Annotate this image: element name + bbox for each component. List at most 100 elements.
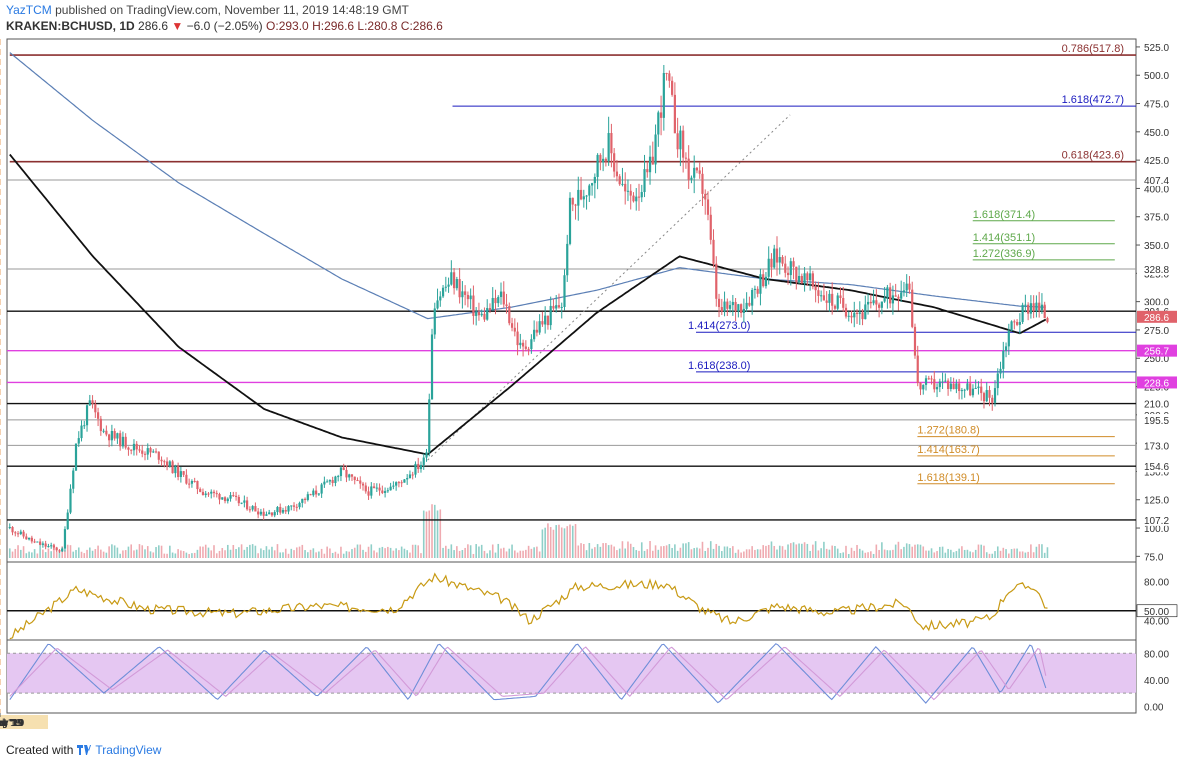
price-scale-label: 154.6 <box>1144 462 1169 473</box>
candle-body <box>640 191 643 198</box>
candle-body <box>737 304 740 312</box>
candle-body <box>315 490 318 495</box>
candle-body <box>786 272 790 276</box>
candle-body <box>66 512 69 530</box>
stoch-tick-label: 40.00 <box>1144 676 1169 687</box>
author-name[interactable]: YazTCM <box>6 3 52 17</box>
volume-bar <box>881 542 883 558</box>
price-scale-label-bg <box>1137 413 1177 426</box>
candle-body <box>803 273 806 284</box>
volume-bar <box>348 551 351 558</box>
candle-body <box>875 300 878 305</box>
candle-body <box>196 481 199 490</box>
volume-bar <box>119 553 121 558</box>
volume-bar <box>445 545 447 558</box>
candle-body <box>521 342 525 347</box>
time-tick-label: 01 Oct '19 <box>0 718 23 729</box>
tradingview-brand[interactable]: TradingView <box>95 743 162 757</box>
candle-body <box>221 497 224 500</box>
candle-body <box>25 536 28 540</box>
candle-body <box>505 304 508 307</box>
volume-bar <box>875 544 878 558</box>
candle-body <box>55 547 58 551</box>
time-tick-label: 01 Jun '19 <box>0 718 23 729</box>
candle-body <box>461 291 464 298</box>
volume-bar <box>759 549 762 558</box>
volume-bar <box>144 549 146 558</box>
volume-bar <box>226 544 229 558</box>
volume-bar <box>276 544 279 558</box>
volume-bar <box>403 548 406 558</box>
candle-body <box>88 400 91 406</box>
candle-body <box>36 541 39 543</box>
volume-bar <box>872 553 875 558</box>
volume-bar <box>936 551 938 558</box>
symbol-name[interactable]: KRAKEN:BCHUSD, 1D <box>6 19 135 33</box>
volume-bar <box>1032 552 1035 558</box>
volume-bar <box>883 549 886 558</box>
volume-bar <box>86 549 88 558</box>
volume-bar <box>425 511 428 558</box>
candle-body <box>533 329 536 340</box>
candle-body <box>1002 350 1005 369</box>
candle-body <box>579 189 583 200</box>
candle-body <box>773 248 776 268</box>
candle-body <box>831 293 834 306</box>
volume-bar <box>376 552 378 558</box>
candle-body <box>1004 346 1008 351</box>
volume-bar <box>17 545 19 558</box>
volume-bar <box>803 542 806 558</box>
candle-body <box>171 461 174 474</box>
volume-bar <box>654 545 657 558</box>
candle-body <box>215 493 218 495</box>
volume-bar <box>552 529 555 558</box>
volume-bar <box>720 551 723 558</box>
stoch-band <box>7 653 1136 694</box>
volume-bar <box>861 550 864 558</box>
candle-body <box>933 379 936 390</box>
volume-bar <box>486 553 489 558</box>
candle-body <box>502 291 505 305</box>
candle-body <box>50 545 53 547</box>
volume-bar <box>251 544 254 558</box>
fib-level-label: 0.786(517.8) <box>1062 43 1124 55</box>
fib-level-label: 1.414(163.7) <box>917 444 979 456</box>
volume-bar <box>538 551 541 558</box>
volume-bar <box>246 546 248 558</box>
volume-bar <box>798 543 800 558</box>
candle-body <box>624 183 627 192</box>
candle-body <box>643 169 646 192</box>
candle-body <box>199 489 202 492</box>
candle-body <box>891 295 895 304</box>
volume-bar <box>61 546 64 558</box>
candle-body <box>753 288 757 290</box>
price-tick-label: 475.0 <box>1144 100 1169 111</box>
volume-bar <box>138 544 141 558</box>
candle-body <box>519 342 522 346</box>
publish-line: YazTCM published on TradingView.com, Nov… <box>6 3 409 17</box>
volume-bar <box>533 547 535 558</box>
candle-body <box>800 275 803 284</box>
candle-body <box>113 431 116 439</box>
volume-bar <box>996 546 999 558</box>
volume-bar <box>411 544 414 558</box>
candle-body <box>712 239 715 264</box>
candle-body <box>207 493 210 495</box>
candle-body <box>345 469 348 478</box>
volume-bar <box>778 545 781 558</box>
volume-bar <box>712 548 715 558</box>
volume-bar <box>939 546 941 558</box>
volume-bar <box>914 544 916 558</box>
volume-bar <box>127 546 130 558</box>
volume-bar <box>213 545 215 558</box>
volume-bar <box>1021 551 1024 558</box>
volume-bar <box>105 552 108 558</box>
candle-body <box>781 257 784 264</box>
volume-bar <box>387 546 389 558</box>
price-tick-label: 125.0 <box>1144 496 1169 507</box>
candle-body <box>726 301 729 309</box>
candle-body <box>309 494 312 496</box>
candle-body <box>223 497 227 502</box>
volume-bar <box>157 545 160 558</box>
